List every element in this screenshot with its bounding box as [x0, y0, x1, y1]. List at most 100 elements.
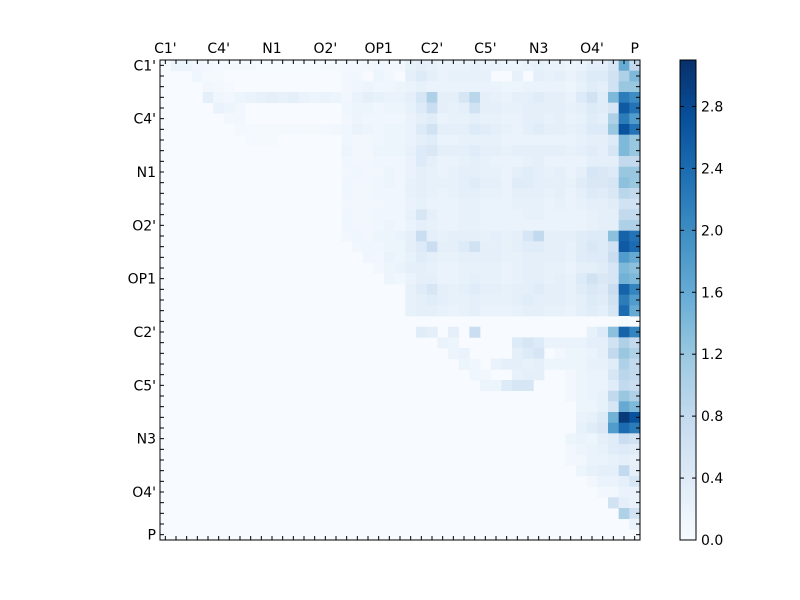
heatmap-cell — [416, 134, 428, 146]
heatmap-cell — [458, 113, 470, 125]
heatmap-cell — [629, 262, 641, 274]
heatmap-cell — [394, 145, 406, 157]
heatmap-cell — [362, 188, 374, 200]
heatmap-cell — [533, 241, 545, 253]
heatmap-cell — [362, 102, 374, 114]
heatmap-cell — [565, 348, 577, 360]
heatmap-cell — [458, 348, 470, 360]
heatmap-cell — [469, 241, 481, 253]
heatmap-cell — [394, 134, 406, 146]
heatmap-cell — [394, 273, 406, 285]
heatmap-cell — [576, 230, 588, 242]
heatmap-cell — [501, 81, 513, 93]
heatmap-cell — [394, 102, 406, 114]
heatmap-cell — [565, 209, 577, 221]
heatmap-cell — [554, 156, 566, 168]
heatmap-cell — [341, 70, 353, 82]
heatmap-cell — [362, 134, 374, 146]
heatmap-cell — [608, 401, 620, 413]
heatmap-cell — [522, 369, 534, 381]
heatmap-cell — [405, 294, 417, 306]
heatmap-cell — [490, 124, 502, 136]
heatmap-cell — [618, 305, 630, 317]
heatmap-cell — [330, 60, 342, 72]
heatmap-cell — [458, 166, 470, 178]
heatmap-cell — [629, 92, 641, 104]
heatmap-cell — [586, 305, 598, 317]
heatmap-cell — [341, 60, 353, 72]
heatmap-cell — [629, 284, 641, 296]
heatmap-cell — [565, 273, 577, 285]
heatmap-cell — [629, 305, 641, 317]
heatmap-cell — [490, 273, 502, 285]
x-tick-label: O2' — [313, 41, 337, 57]
heatmap-cell — [608, 124, 620, 136]
heatmap-cell — [544, 241, 556, 253]
heatmap-cell — [352, 156, 364, 168]
heatmap-cell — [362, 177, 374, 189]
heatmap-cell — [181, 60, 193, 72]
heatmap-cell — [608, 230, 620, 242]
heatmap-cell — [416, 70, 428, 82]
heatmap-cell — [426, 177, 438, 189]
heatmap-cell — [256, 124, 268, 136]
heatmap-cell — [586, 145, 598, 157]
heatmap-cell — [309, 60, 321, 72]
heatmap-cell — [597, 369, 609, 381]
heatmap-cell — [469, 188, 481, 200]
heatmap-cell — [416, 166, 428, 178]
heatmap-cell — [437, 252, 449, 264]
heatmap-cell — [213, 81, 225, 93]
heatmap-cell — [405, 81, 417, 93]
heatmap-cell — [586, 358, 598, 370]
heatmap-cell — [629, 348, 641, 360]
heatmap-cell — [512, 177, 524, 189]
heatmap-cell — [522, 166, 534, 178]
heatmap-cell — [234, 102, 246, 114]
heatmap-cell — [469, 358, 481, 370]
heatmap-cell — [384, 252, 396, 264]
heatmap-cell — [394, 252, 406, 264]
heatmap-cell — [469, 305, 481, 317]
heatmap-cell — [501, 198, 513, 210]
heatmap-cell — [480, 220, 492, 232]
heatmap-cell — [384, 102, 396, 114]
heatmap-cell — [490, 262, 502, 274]
heatmap-cell — [469, 70, 481, 82]
heatmap-cell — [256, 134, 268, 146]
heatmap-cell — [426, 92, 438, 104]
heatmap-cell — [565, 92, 577, 104]
heatmap-cell — [288, 124, 300, 136]
heatmap-cell — [448, 241, 460, 253]
heatmap-cell — [597, 348, 609, 360]
x-tick-label: OP1 — [364, 41, 392, 57]
heatmap-cell — [480, 241, 492, 253]
heatmap-cell — [426, 124, 438, 136]
heatmap-cell — [597, 273, 609, 285]
heatmap-cell — [448, 81, 460, 93]
heatmap-cell — [256, 60, 268, 72]
heatmap-cell — [544, 294, 556, 306]
heatmap-cell — [522, 177, 534, 189]
heatmap-cell — [480, 380, 492, 392]
heatmap-cell — [426, 241, 438, 253]
heatmap-cell — [469, 177, 481, 189]
heatmap-cell — [469, 145, 481, 157]
heatmap-cell — [608, 433, 620, 445]
heatmap-cell — [586, 476, 598, 488]
heatmap-cell — [618, 294, 630, 306]
heatmap-cell — [245, 60, 257, 72]
heatmap-cell — [373, 230, 385, 242]
heatmap-cell — [448, 113, 460, 125]
heatmap-cell — [544, 177, 556, 189]
heatmap-cell — [469, 209, 481, 221]
heatmap-cell — [597, 134, 609, 146]
heatmap-cell — [501, 305, 513, 317]
heatmap-cell — [576, 284, 588, 296]
heatmap-cell — [576, 422, 588, 434]
heatmap-cell — [448, 188, 460, 200]
heatmap-cell — [512, 209, 524, 221]
heatmap-cell — [437, 177, 449, 189]
heatmap-cell — [245, 124, 257, 136]
